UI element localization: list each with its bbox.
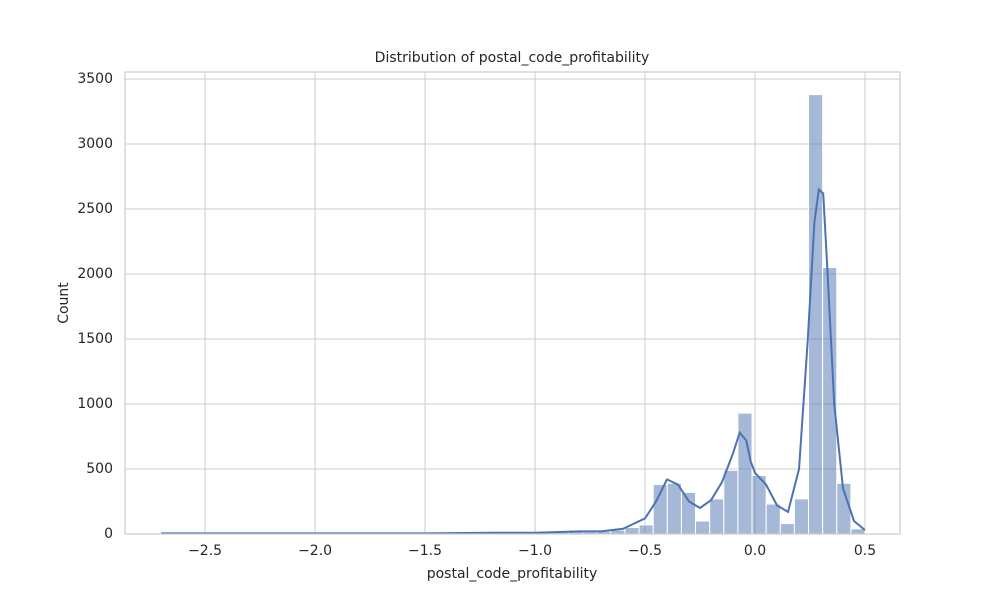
bar [809,95,823,534]
y-tick-label: 2500 [77,201,113,217]
bar [696,521,710,534]
y-tick-label: 2000 [77,266,113,282]
bar [766,504,780,534]
bar [738,413,752,534]
y-tick-label: 3000 [77,136,113,152]
bar [780,524,794,534]
x-axis-label: postal_code_profitability [427,566,598,582]
bar [794,499,808,534]
chart-title: Distribution of postal_code_profitabilit… [375,50,650,66]
x-tick-label: −2.0 [298,543,332,559]
bar [639,525,653,534]
bar [681,492,695,534]
x-tick-label: 0.5 [854,543,876,559]
bar [625,528,639,534]
x-tick-label: −2.5 [188,543,222,559]
x-tick-label: −1.5 [408,543,442,559]
bar [710,499,724,534]
y-tick-label: 0 [104,526,113,542]
plot-frame [125,72,900,534]
bar [667,483,681,534]
bar [724,470,738,534]
x-tick-label: −1.0 [518,543,552,559]
y-tick-label: 1000 [77,396,113,412]
y-tick-label: 500 [86,461,113,477]
bar [752,476,766,534]
x-tick-label: −0.5 [628,543,662,559]
y-tick-label: 1500 [77,331,113,347]
y-tick-label: 3500 [77,71,113,87]
x-tick-label: 0.0 [744,543,766,559]
y-axis-label: Count [56,282,72,324]
